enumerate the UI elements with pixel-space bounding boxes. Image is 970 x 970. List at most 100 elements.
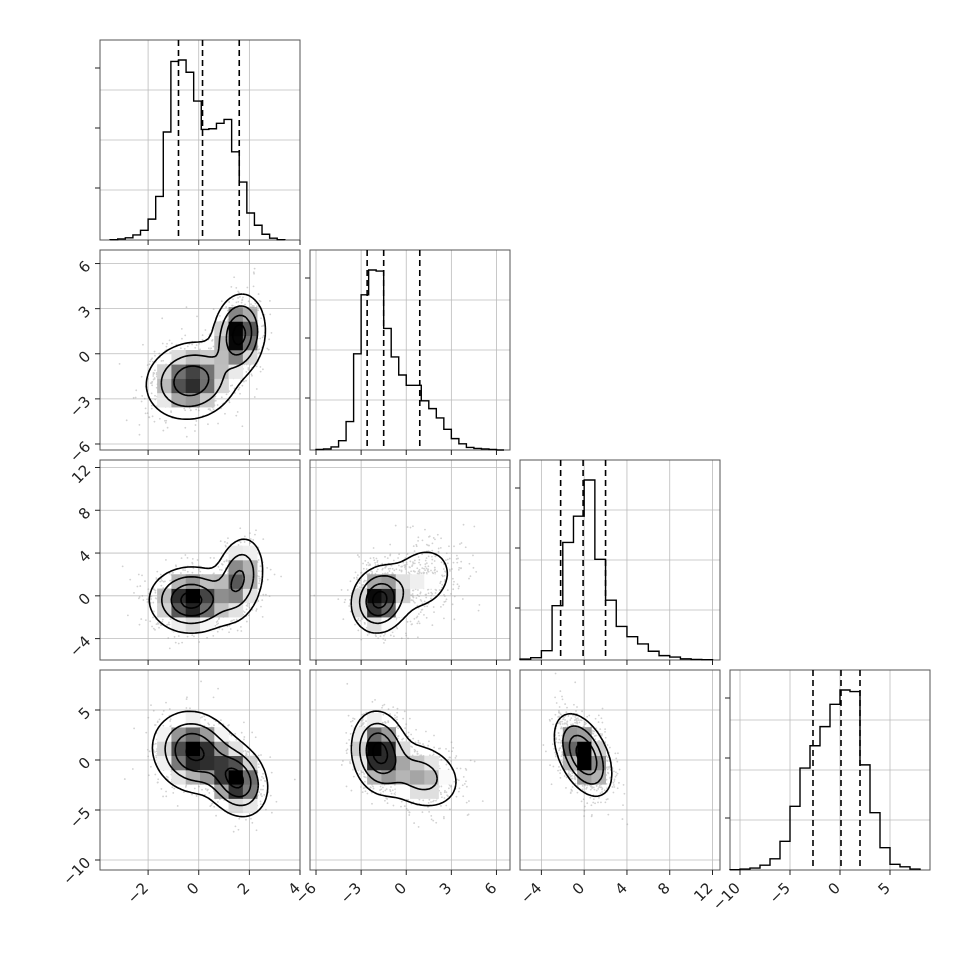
sample-point <box>368 632 371 635</box>
sample-point <box>357 629 360 632</box>
sample-point <box>379 789 381 791</box>
sample-point <box>425 567 428 570</box>
sample-point <box>154 724 156 726</box>
sample-point <box>191 562 194 565</box>
sample-point <box>409 620 412 623</box>
sample-point <box>417 556 420 558</box>
sample-point <box>447 758 450 761</box>
sample-point <box>152 378 155 381</box>
sample-point <box>133 727 136 730</box>
sample-point <box>424 593 427 596</box>
density-cell <box>214 784 229 799</box>
sample-point <box>419 591 422 594</box>
sample-point <box>189 707 191 710</box>
sample-point <box>148 416 151 419</box>
sample-point <box>415 543 418 546</box>
sample-point <box>225 393 228 396</box>
sample-point <box>425 557 428 560</box>
sample-point <box>208 723 210 726</box>
sample-point <box>171 342 173 345</box>
sample-point <box>154 591 157 594</box>
sample-point <box>226 560 228 562</box>
sample-point <box>427 570 430 573</box>
sample-point <box>235 618 238 621</box>
sample-point <box>358 555 360 558</box>
sample-point <box>253 305 255 308</box>
sample-point <box>395 626 398 629</box>
sample-point <box>423 571 426 574</box>
sample-point <box>204 788 207 790</box>
sample-point <box>421 553 423 556</box>
sample-point <box>425 596 428 599</box>
sample-point <box>214 624 217 627</box>
sample-point <box>181 337 183 340</box>
sample-point <box>169 720 172 722</box>
sample-point <box>144 412 147 415</box>
sample-point <box>252 285 255 288</box>
pair-panel-2-0 <box>95 459 301 665</box>
sample-point <box>356 585 358 588</box>
sample-point <box>472 554 474 557</box>
sample-point <box>184 786 187 788</box>
histogram-step <box>519 479 714 661</box>
sample-point <box>226 309 229 312</box>
sample-point <box>404 568 407 570</box>
sample-point <box>392 559 395 562</box>
sample-point <box>243 541 246 543</box>
sample-point <box>241 425 244 428</box>
sample-point <box>134 396 137 399</box>
sample-point <box>449 785 452 788</box>
sample-point <box>139 585 142 587</box>
density-cell <box>157 378 172 394</box>
sample-point <box>194 346 197 349</box>
sample-point <box>269 568 272 571</box>
sample-point <box>369 564 372 566</box>
sample-point <box>379 792 382 795</box>
sample-point <box>147 588 150 591</box>
sample-point <box>364 559 367 562</box>
sample-point <box>389 543 392 546</box>
sample-point <box>214 399 217 402</box>
sample-point <box>168 339 171 342</box>
sample-point <box>227 318 229 321</box>
sample-point <box>231 619 233 622</box>
sample-point <box>256 305 258 308</box>
sample-point <box>220 300 223 303</box>
sample-point <box>430 591 433 594</box>
sample-point <box>228 724 230 726</box>
sample-point <box>206 789 209 792</box>
sample-point <box>441 583 444 586</box>
density-cell <box>242 545 258 561</box>
sample-point <box>443 617 445 620</box>
panel-frame <box>309 459 511 661</box>
sample-point <box>457 569 460 571</box>
sample-point <box>410 599 413 601</box>
sample-point <box>258 580 261 582</box>
sample-point <box>238 386 241 389</box>
sample-point <box>381 704 384 707</box>
sample-point <box>164 421 167 424</box>
sample-point <box>412 596 415 599</box>
sample-point <box>166 426 169 429</box>
sample-point <box>401 565 404 568</box>
sample-point <box>413 822 416 824</box>
sample-point <box>150 392 153 395</box>
sample-point <box>160 788 163 790</box>
sample-point <box>153 420 156 423</box>
sample-point <box>238 817 241 820</box>
sample-point <box>201 338 204 341</box>
density-cell <box>228 798 244 814</box>
sample-point <box>381 568 384 571</box>
sample-point <box>228 631 230 634</box>
sample-point <box>432 572 435 575</box>
sample-point <box>371 571 374 573</box>
sample-point <box>156 781 159 784</box>
sample-point <box>154 724 157 726</box>
sample-point <box>412 525 414 528</box>
sample-point <box>234 732 237 735</box>
sample-point <box>240 301 243 304</box>
sample-point <box>349 599 351 601</box>
sample-point <box>361 722 364 725</box>
sample-point <box>152 588 155 591</box>
sample-point <box>180 557 183 560</box>
